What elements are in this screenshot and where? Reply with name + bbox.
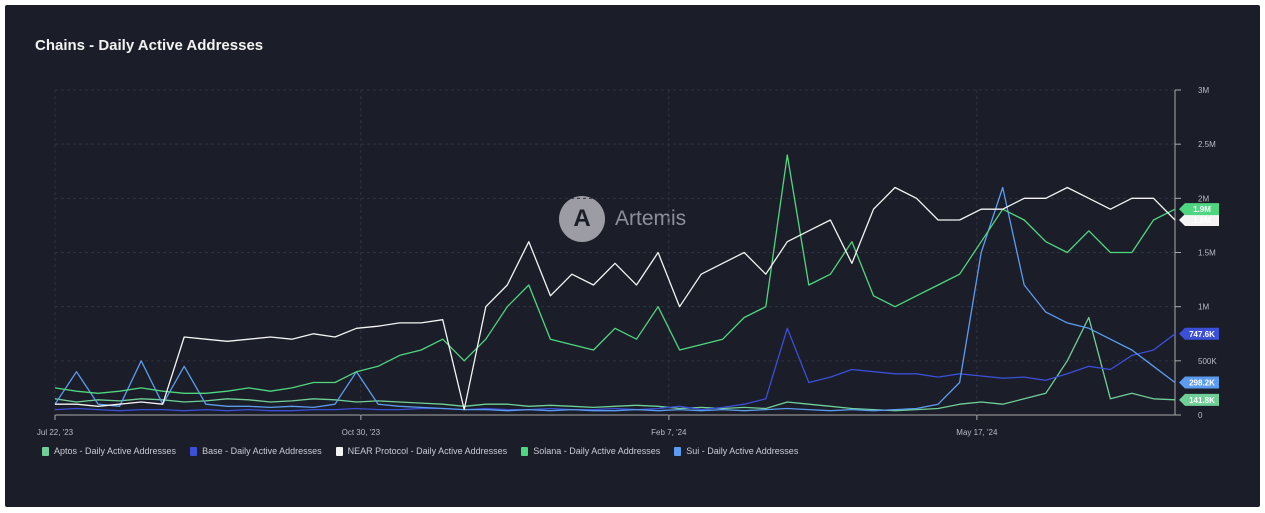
legend-item[interactable]: NEAR Protocol - Daily Active Addresses <box>335 446 508 456</box>
legend-item[interactable]: Base - Daily Active Addresses <box>190 446 322 456</box>
y-tick-label: 2.5M <box>1198 140 1216 149</box>
legend-swatch <box>335 446 343 456</box>
y-tick-label: 0 <box>1198 411 1203 420</box>
end-value-label: 1.8M <box>1193 216 1211 225</box>
series-line-solana <box>54 154 1176 394</box>
y-tick-label: 2M <box>1198 194 1209 203</box>
artemis-logo-icon: A <box>559 196 605 242</box>
chart-legend: Aptos - Daily Active Addresses Base - Dai… <box>42 446 798 456</box>
y-tick-label: 1.5M <box>1198 249 1216 258</box>
legend-swatch <box>190 446 198 456</box>
x-tick-label: May 17, '24 <box>956 428 998 437</box>
x-tick-label: Jul 22, '23 <box>37 428 74 437</box>
y-tick-label: 3M <box>1198 86 1209 95</box>
end-value-label: 747.6K <box>1189 330 1215 339</box>
legend-swatch <box>521 446 529 456</box>
legend-item[interactable]: Sui - Daily Active Addresses <box>674 446 798 456</box>
series-line-near <box>55 186 1176 411</box>
chart-title: Chains - Daily Active Addresses <box>35 37 264 54</box>
end-value-badge <box>1179 327 1219 340</box>
series-line-base <box>54 327 1176 412</box>
end-value-label: 1.9M <box>1193 205 1211 214</box>
end-value-label: 141.8K <box>1189 396 1215 405</box>
y-tick-label: 500K <box>1198 357 1217 366</box>
legend-item[interactable]: Solana - Daily Active Addresses <box>521 446 660 456</box>
legend-label: Aptos - Daily Active Addresses <box>54 446 177 456</box>
chart-card: Chains - Daily Active Addresses <box>5 5 1260 507</box>
legend-label: Sui - Daily Active Addresses <box>686 446 799 456</box>
legend-item[interactable]: Aptos - Daily Active Addresses <box>42 446 176 456</box>
end-value-badge <box>1179 214 1219 226</box>
end-value-label: 298.2K <box>1189 379 1215 388</box>
series-line-sui <box>54 186 1176 412</box>
legend-swatch <box>674 446 682 456</box>
end-value-badge <box>1179 393 1219 406</box>
legend-label: NEAR Protocol - Daily Active Addresses <box>347 446 508 456</box>
series-line-aptos <box>54 316 1176 412</box>
y-tick-label: 1M <box>1198 303 1209 312</box>
legend-swatch <box>42 446 49 456</box>
x-tick-label: Oct 30, '23 <box>342 428 381 437</box>
end-value-badge <box>1179 203 1219 216</box>
legend-label: Base - Daily Active Addresses <box>202 446 322 456</box>
x-tick-label: Feb 7, '24 <box>651 428 687 437</box>
legend-label: Solana - Daily Active Addresses <box>533 446 661 456</box>
end-value-badge <box>1179 376 1219 389</box>
